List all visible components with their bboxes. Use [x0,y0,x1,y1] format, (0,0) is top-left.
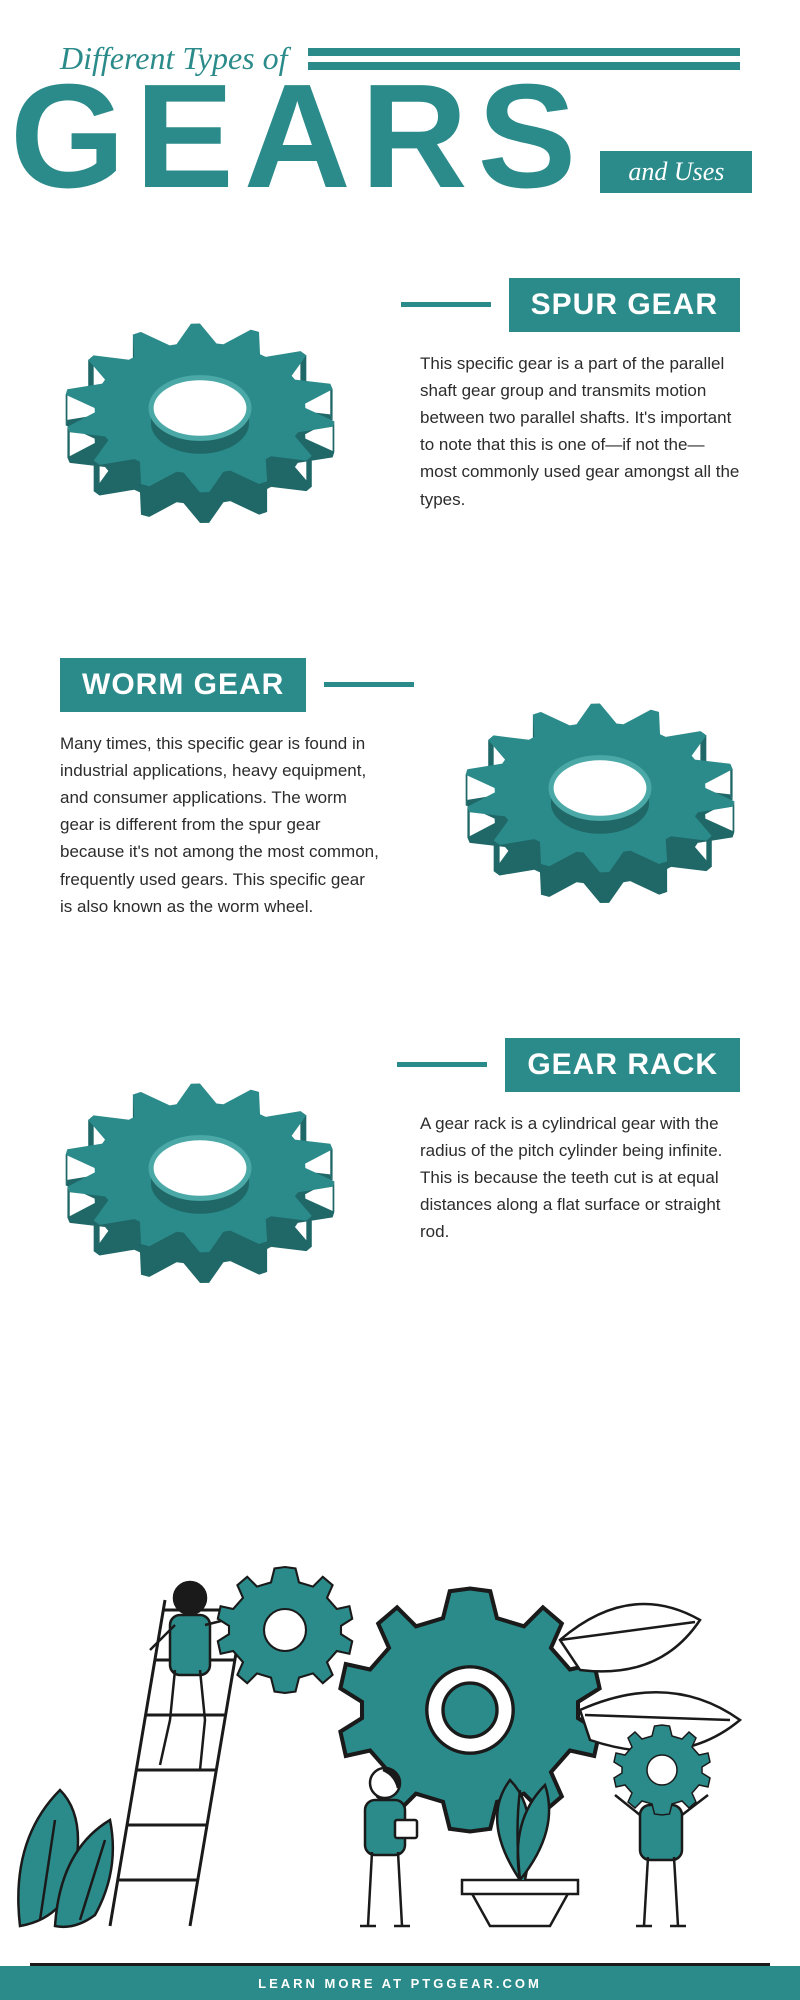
accent-rule [401,302,491,307]
title-row: GEARS and Uses [0,67,740,208]
footer-text: LEARN MORE AT PTGGEAR.COM [258,1976,542,1991]
gear-small-icon [614,1725,710,1815]
section-title: SPUR GEAR [509,278,740,332]
section-title: WORM GEAR [60,658,306,712]
section-spur: SPUR GEAR This specific gear is a part o… [60,278,740,598]
illustration-svg [0,1520,800,1960]
footer: LEARN MORE AT PTGGEAR.COM [0,1966,800,2000]
section-title: GEAR RACK [505,1038,740,1092]
leaf-left-icon [18,1790,113,1927]
section-worm: WORM GEAR Many times, this specific gear… [60,658,740,978]
section-rack: GEAR RACK A gear rack is a cylindrical g… [60,1038,740,1358]
illustration [0,1520,800,1960]
gear-icon [30,238,370,578]
header: Different Types of GEARS and Uses [0,0,800,228]
section-body: A gear rack is a cylindrical gear with t… [420,1110,740,1246]
gear-icon [430,618,770,958]
section-body: Many times, this specific gear is found … [60,730,380,920]
main-title: GEARS [10,67,586,208]
accent-rule [397,1062,487,1067]
section-body: This specific gear is a part of the para… [420,350,740,513]
gear-medium-icon [218,1567,352,1693]
accent-rule [324,682,414,687]
subtitle: and Uses [600,151,752,193]
gear-icon [30,998,370,1338]
